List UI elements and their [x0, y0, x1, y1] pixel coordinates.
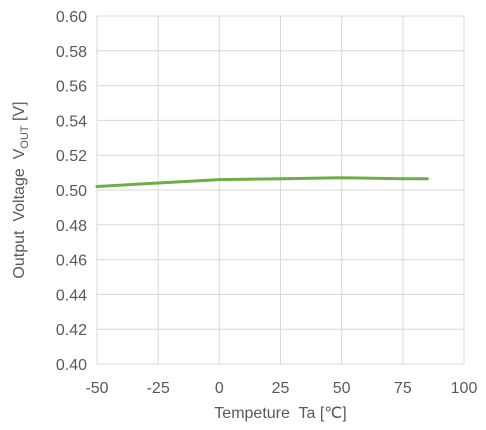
x-axis-ticks: -50 -25 0 25 50 75 100 — [85, 380, 477, 397]
x-tick-label: -50 — [85, 380, 108, 397]
y-tick-label: 0.46 — [56, 253, 87, 270]
y-tick-label: 0.56 — [56, 79, 87, 96]
y-tick-label: 0.42 — [56, 322, 87, 339]
y-tick-label: 0.54 — [56, 113, 87, 130]
y-axis-ticks: 0.40 0.42 0.44 0.46 0.48 0.50 0.52 0.54 0.56 0.58… — [56, 9, 87, 374]
x-tick-label: 25 — [272, 380, 290, 397]
y-axis-label-prefix: Output Voltage V — [11, 148, 28, 278]
y-tick-label: 0.48 — [56, 218, 87, 235]
x-tick-label: 100 — [451, 380, 478, 397]
y-axis-label-subscript: OUT — [19, 125, 31, 149]
plot-area — [96, 15, 465, 365]
series-layer — [95, 176, 429, 188]
y-tick-label: 0.52 — [56, 148, 87, 165]
y-tick-label: 0.44 — [56, 287, 87, 304]
x-tick-label: 50 — [333, 380, 351, 397]
y-tick-label: 0.40 — [56, 357, 87, 374]
y-tick-label: 0.58 — [56, 44, 87, 61]
y-tick-label: 0.50 — [56, 183, 87, 200]
x-tick-label: -25 — [147, 380, 170, 397]
y-axis-label: Output Voltage VOUT [V] — [11, 101, 31, 278]
series-line — [95, 176, 429, 188]
grid — [96, 15, 465, 365]
y-axis-label-suffix: [V] — [11, 101, 28, 125]
x-axis-label: Tempeture Ta [℃] — [214, 405, 346, 422]
x-tick-label: 0 — [215, 380, 224, 397]
x-tick-label: 75 — [394, 380, 412, 397]
y-tick-label: 0.60 — [56, 9, 87, 26]
